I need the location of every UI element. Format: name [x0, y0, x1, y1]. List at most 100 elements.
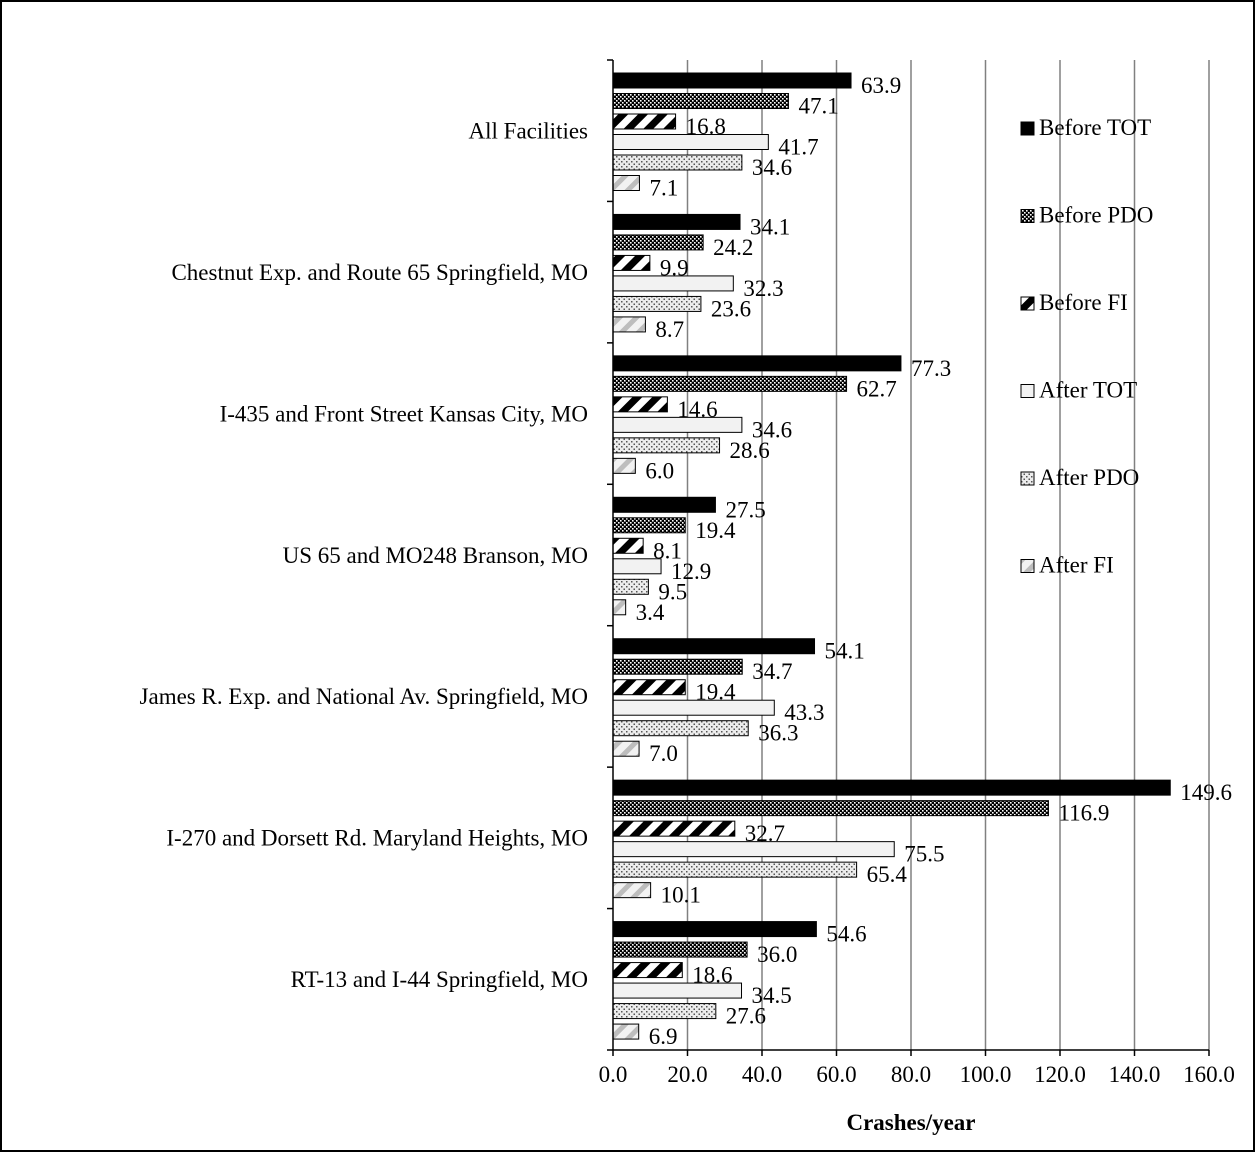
- bar-before-fi: [612, 537, 644, 554]
- data-label: 62.7: [857, 376, 897, 401]
- bar-after-pdo: [612, 1003, 717, 1020]
- legend-swatch-after-pdo: [1020, 471, 1035, 486]
- legend-swatch-before-fi: [1020, 296, 1035, 311]
- bar-before-tot: [612, 921, 817, 938]
- bar-after-pdo: [612, 578, 649, 595]
- legend-label: Before FI: [1039, 290, 1128, 315]
- category-label: US 65 and MO248 Branson, MO: [283, 543, 588, 568]
- legend-swatch-before-tot: [1020, 121, 1035, 136]
- data-label: 43.3: [784, 700, 824, 725]
- data-label: 34.5: [752, 983, 792, 1008]
- bar-after-fi: [612, 599, 627, 616]
- bar-before-pdo: [612, 941, 748, 958]
- data-label: 19.4: [695, 518, 736, 543]
- x-tick-label: 100.0: [960, 1062, 1012, 1087]
- x-tick-label: 140.0: [1109, 1062, 1161, 1087]
- data-label: 27.5: [725, 497, 765, 522]
- data-label: 36.3: [758, 721, 798, 746]
- data-label: 3.4: [636, 600, 665, 625]
- bar-after-pdo: [612, 295, 702, 312]
- data-label: 6.9: [649, 1024, 678, 1049]
- data-label: 8.7: [655, 317, 684, 342]
- legend-swatch-before-pdo: [1020, 209, 1035, 223]
- legend-swatch-after-tot: [1020, 384, 1035, 398]
- data-label: 27.6: [726, 1004, 766, 1029]
- bar-before-fi: [612, 396, 668, 413]
- bar-before-tot: [612, 638, 816, 655]
- data-label: 32.7: [745, 821, 785, 846]
- category-label: RT-13 and I-44 Springfield, MO: [291, 967, 588, 992]
- data-label: 24.2: [713, 235, 753, 260]
- legend-label: Before TOT: [1039, 115, 1151, 140]
- data-label: 54.6: [826, 922, 866, 947]
- axes: All Facilities Chestnut Exp. and Route 65…: [140, 59, 1235, 1087]
- data-labels: 63.947.116.841.734.67.134.124.29.932.323…: [636, 73, 1232, 1049]
- data-label: 9.9: [660, 255, 689, 280]
- bar-before-pdo: [612, 517, 686, 534]
- data-label: 34.1: [750, 214, 790, 239]
- bar-before-pdo: [612, 93, 789, 109]
- bar-after-pdo: [612, 154, 743, 171]
- bar-before-pdo: [612, 234, 704, 251]
- category-label: James R. Exp. and National Av. Springfie…: [140, 684, 588, 709]
- data-label: 23.6: [711, 296, 751, 321]
- legend-swatch-after-fi: [1020, 559, 1035, 573]
- data-label: 16.8: [686, 114, 726, 139]
- bar-after-pdo: [612, 861, 858, 878]
- data-label: 32.3: [743, 276, 783, 301]
- category-label: Chestnut Exp. and Route 65 Springfield, …: [171, 260, 588, 285]
- category-label: I-270 and Dorsett Rd. Maryland Heights, …: [166, 826, 588, 851]
- data-label: 6.0: [645, 458, 674, 483]
- category-label: I-435 and Front Street Kansas City, MO: [220, 401, 588, 426]
- bar-before-fi: [612, 113, 677, 130]
- bars: [612, 72, 1171, 1040]
- x-tick-label: 0.0: [599, 1062, 628, 1087]
- data-label: 9.5: [658, 579, 687, 604]
- data-label: 65.4: [867, 862, 908, 887]
- data-label: 34.6: [752, 417, 792, 442]
- legend-label: After FI: [1039, 553, 1114, 578]
- bar-after-fi: [612, 175, 640, 191]
- bar-before-fi: [612, 820, 736, 837]
- data-label: 149.6: [1180, 780, 1232, 805]
- x-tick-label: 20.0: [667, 1062, 707, 1087]
- data-label: 41.7: [778, 135, 818, 160]
- data-label: 28.6: [730, 438, 770, 463]
- legend-label: Before PDO: [1039, 203, 1153, 228]
- x-tick-label: 40.0: [742, 1062, 782, 1087]
- data-label: 34.6: [752, 155, 792, 180]
- bar-before-fi: [612, 254, 651, 271]
- bar-before-fi: [612, 679, 686, 696]
- data-label: 10.1: [661, 883, 701, 908]
- bar-before-pdo: [612, 658, 743, 675]
- bar-after-fi: [612, 316, 646, 333]
- x-axis-title: Crashes/year: [846, 1110, 975, 1135]
- bar-after-pdo: [612, 437, 721, 454]
- data-label: 7.1: [649, 176, 678, 201]
- data-label: 7.0: [649, 741, 678, 766]
- data-label: 77.3: [911, 356, 951, 381]
- bar-after-fi: [612, 1023, 640, 1040]
- legend-label: After PDO: [1039, 465, 1139, 490]
- data-label: 18.6: [692, 963, 732, 988]
- data-label: 14.6: [677, 397, 717, 422]
- x-tick-label: 80.0: [891, 1062, 931, 1087]
- bar-before-pdo: [612, 800, 1049, 817]
- bar-after-fi: [612, 457, 636, 474]
- bar-before-tot: [612, 72, 852, 89]
- data-label: 63.9: [861, 73, 901, 98]
- bar-before-tot: [612, 213, 741, 230]
- bar-after-tot: [612, 699, 775, 716]
- legend: Before TOT Before PDO Before FI After TOT Af…: [1020, 115, 1153, 578]
- data-label: 19.4: [695, 680, 736, 705]
- x-tick-label: 60.0: [816, 1062, 856, 1087]
- bar-after-pdo: [612, 720, 749, 737]
- bar-after-fi: [612, 882, 652, 899]
- data-label: 116.9: [1058, 801, 1109, 826]
- bar-before-tot: [612, 779, 1171, 796]
- data-label: 36.0: [757, 942, 797, 967]
- data-label: 75.5: [904, 842, 944, 867]
